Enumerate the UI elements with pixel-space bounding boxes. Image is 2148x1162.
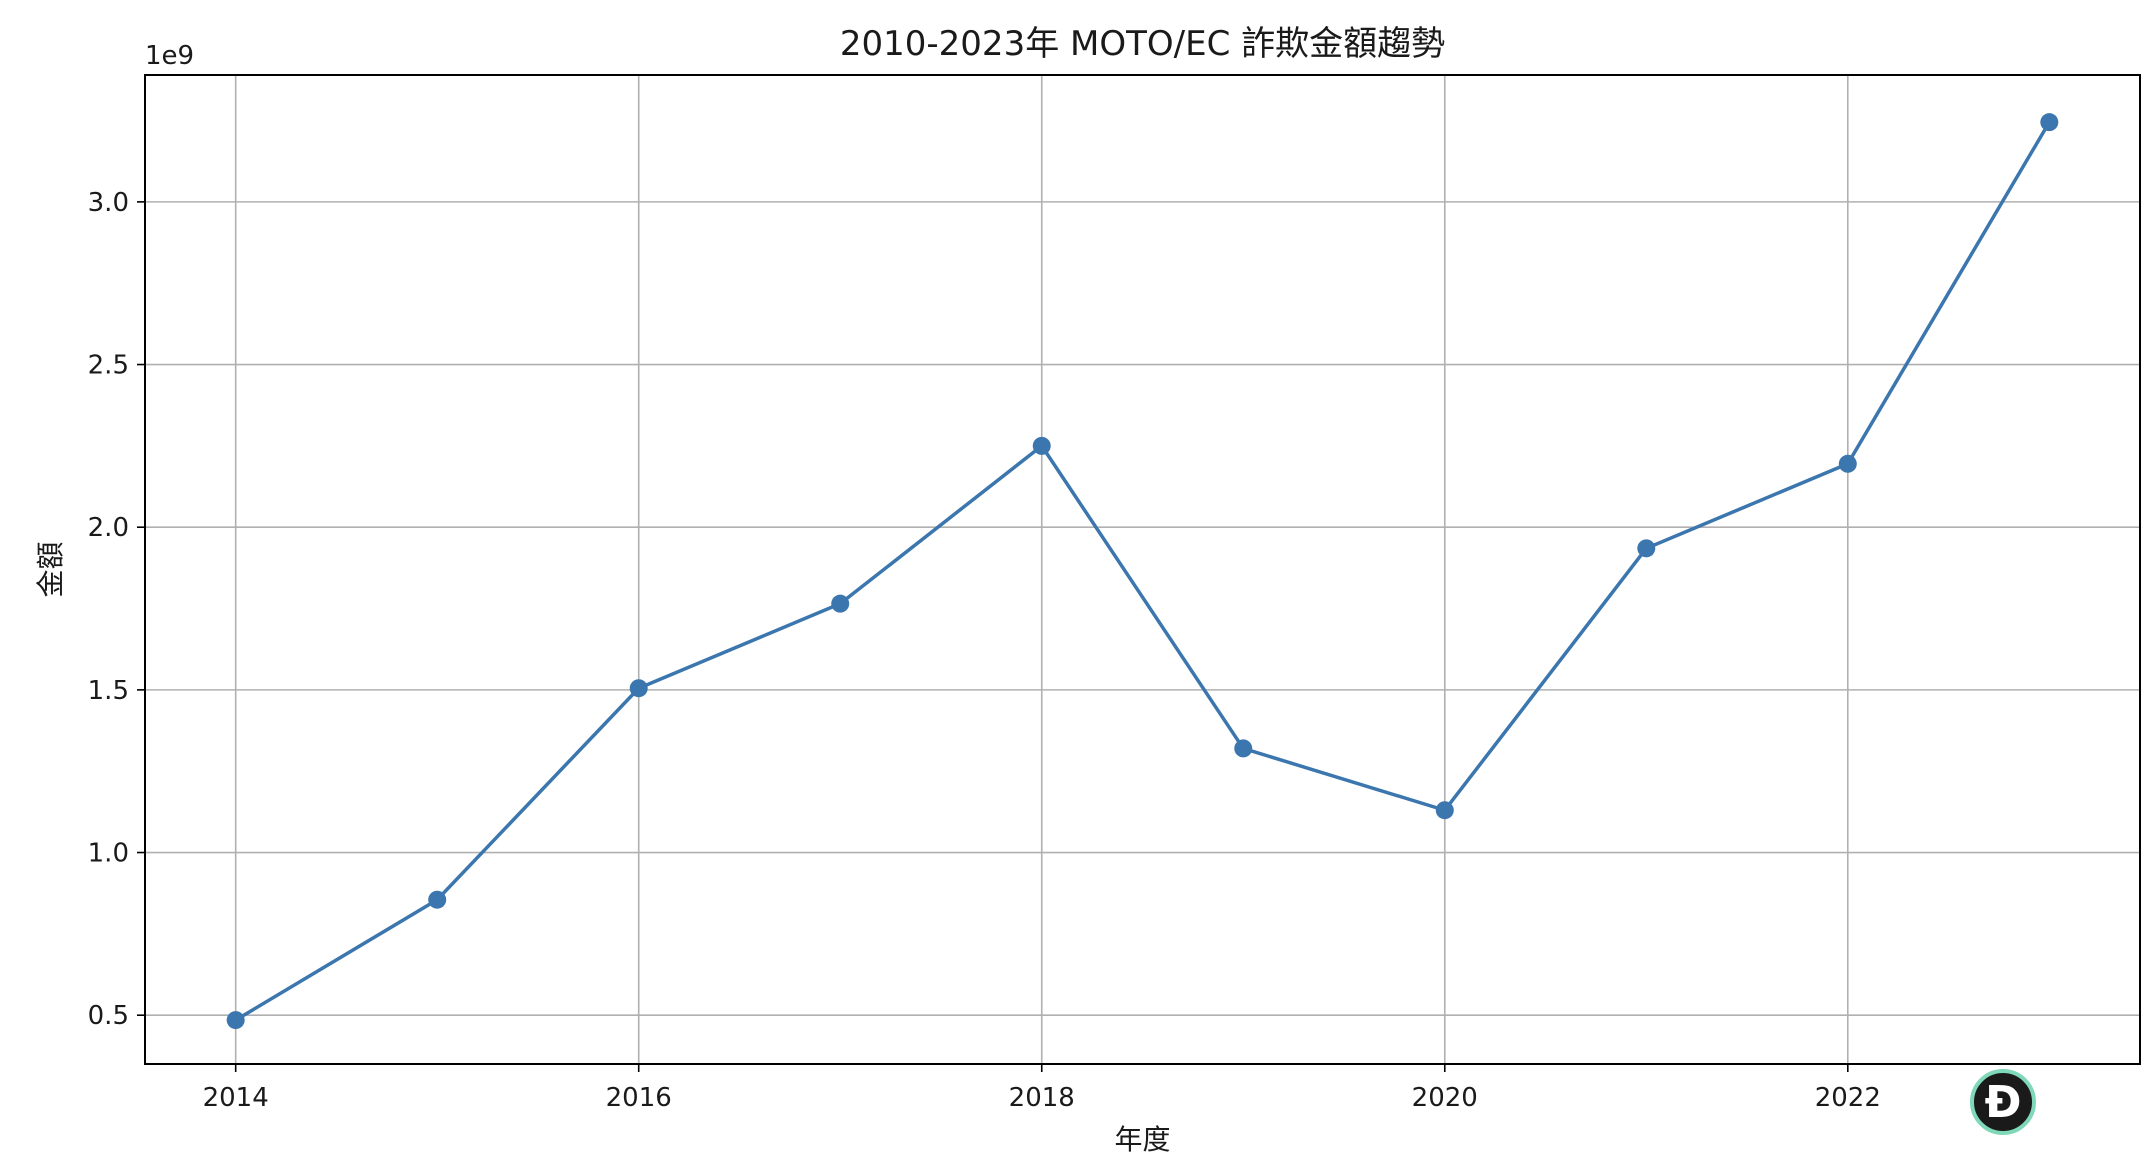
- series-line: [234, 121, 2051, 1022]
- grid-lines: [145, 75, 2140, 1064]
- data-point: [831, 594, 850, 613]
- app-logo-icon: Ð: [1985, 1077, 2022, 1128]
- chart-title: 2010-2023年 MOTO/EC 詐欺金額趨勢: [840, 24, 1445, 64]
- data-point: [1637, 539, 1656, 558]
- data-point: [226, 1011, 245, 1030]
- x-tick-label: 2018: [1009, 1083, 1075, 1113]
- data-point: [629, 679, 648, 698]
- x-tick-label: 2014: [203, 1083, 269, 1113]
- x-tick-label: 2022: [1815, 1083, 1881, 1113]
- x-tick-label: 2020: [1412, 1083, 1478, 1113]
- data-point: [1838, 454, 1857, 473]
- data-point: [2040, 113, 2059, 132]
- data-point: [1032, 436, 1051, 455]
- y-tick-label: 2.5: [88, 351, 129, 381]
- series-layer: [226, 113, 2059, 1030]
- data-point: [1234, 739, 1253, 758]
- badge-background: [1970, 1069, 2036, 1135]
- y-tick-label: 1.5: [88, 676, 129, 706]
- axis-ticks: 2014 2016 2018 2020 2022 0.5 1.0 1.5 2.0 2.5 3.0: [88, 188, 1881, 1113]
- x-axis-label: 年度: [1114, 1123, 1170, 1156]
- data-point: [428, 890, 447, 909]
- y-axis-label: 金額: [34, 541, 67, 597]
- y-tick-label: 0.5: [88, 1001, 129, 1031]
- y-tick-label: 3.0: [88, 188, 129, 218]
- x-tick-label: 2016: [606, 1083, 672, 1113]
- data-point: [1435, 801, 1454, 820]
- y-offset-label: 1e9: [145, 41, 194, 71]
- y-tick-label: 1.0: [88, 839, 129, 869]
- app-logo-badge[interactable]: Ð: [1970, 1069, 2036, 1135]
- plot-frame: [144, 74, 2141, 1065]
- y-tick-label: 2.0: [88, 513, 129, 543]
